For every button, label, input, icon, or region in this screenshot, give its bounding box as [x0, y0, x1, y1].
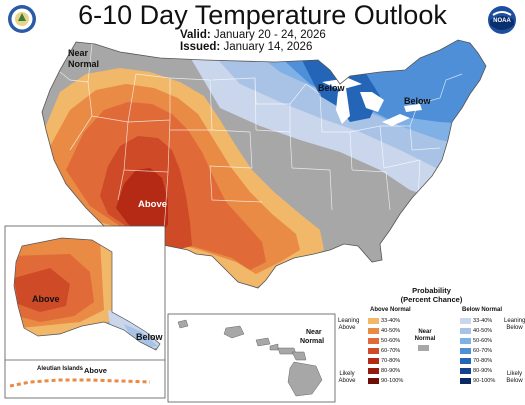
legend-leaning-below: Leaning Below [504, 318, 525, 332]
legend-above-swatch [368, 338, 379, 344]
legend-below-swatch [460, 328, 471, 334]
aleutian-chain [9, 378, 151, 388]
valid-value: January 20 - 24, 2026 [213, 29, 326, 41]
alaska-outline [13, 237, 161, 351]
legend-above-swatch [368, 368, 379, 374]
legend-near-normal-swatch [418, 345, 429, 351]
legend-below-swatch [460, 318, 471, 324]
legend-above-swatch [368, 378, 379, 384]
legend-below-range-label: 90-100% [473, 378, 496, 384]
legend-below-swatch [460, 378, 471, 384]
issued-value: January 14, 2026 [223, 41, 313, 53]
hawaii-near-normal-line2: Normal [300, 338, 324, 345]
legend-title-line1: Probability [412, 286, 451, 295]
alaska-shading [14, 238, 160, 350]
likely-above-line1: Likely [339, 371, 355, 377]
near-header-line1: Near [418, 329, 432, 335]
legend-below-range-label: 40-50% [473, 328, 493, 334]
legend-above-range-label: 60-70% [381, 348, 401, 354]
legend-likely-above: Likely Above [338, 371, 356, 385]
noaa-logo-icon: NOAA [488, 6, 516, 34]
legend-above-swatch [368, 348, 379, 354]
legend-below-range-label: 50-60% [473, 338, 493, 344]
leaning-above-line2: Above [338, 325, 356, 331]
legend-above-swatch [368, 328, 379, 334]
alaska-above-label: Above [32, 294, 60, 304]
valid-label: Valid: [180, 29, 211, 41]
legend-above-range-label: 90-100% [381, 378, 404, 384]
legend-below-swatch [460, 368, 471, 374]
likely-below-line2: Below [506, 378, 523, 384]
alaska-below-label: Below [136, 332, 164, 342]
below-great-lakes-label: Below [318, 83, 346, 93]
near-normal-label-line2: Normal [68, 59, 99, 69]
legend-title-line2: (Percent Chance) [400, 294, 463, 304]
leaning-below-line1: Leaning [504, 318, 525, 324]
issued-label: Issued: [180, 41, 221, 53]
usda-seal-icon [8, 5, 36, 33]
legend-above-range-label: 40-50% [381, 328, 401, 334]
page-title: 6-10 Day Temperature Outlook [78, 0, 447, 30]
legend-below-swatch [460, 348, 471, 354]
legend-near-normal-header: Near Normal [412, 329, 438, 343]
near-header-line2: Normal [414, 336, 436, 342]
legend-below-header: Below Normal [462, 307, 503, 313]
hawaii-islands [177, 319, 323, 397]
legend-below-range-label: 33-40% [473, 318, 493, 324]
legend-above-swatch [368, 358, 379, 364]
state-borders [59, 43, 463, 233]
legend-leaning-above: Leaning Above [338, 318, 360, 332]
leaning-below-line2: Below [506, 325, 523, 331]
legend-title: Probability (Percent Chance) [338, 286, 525, 304]
legend-below-swatch [460, 358, 471, 364]
likely-above-line2: Above [338, 378, 356, 384]
issued-date: Issued: January 14, 2026 [180, 41, 312, 53]
noaa-logo-text: NOAA [493, 18, 511, 24]
hawaii-near-normal-line1: Near [306, 329, 322, 336]
probability-legend: Probability (Percent Chance) Above Norma… [338, 286, 525, 405]
legend-above-header: Above Normal [370, 307, 411, 313]
legend-above-range-label: 80-90% [381, 368, 401, 374]
above-southwest-label: Above [138, 199, 167, 210]
aleutian-label: Aleutian Islands [37, 366, 84, 372]
valid-dates: Valid: January 20 - 24, 2026 [180, 29, 326, 41]
near-normal-label-line1: Near [68, 48, 89, 58]
leaning-above-line1: Leaning [338, 318, 360, 324]
legend-below-range-label: 80-90% [473, 368, 493, 374]
legend-likely-below: Likely Below [504, 371, 525, 385]
legend-below-range-label: 70-80% [473, 358, 493, 364]
below-northeast-label: Below [404, 96, 432, 106]
legend-above-range-label: 50-60% [381, 338, 401, 344]
legend-above-range-label: 70-80% [381, 358, 401, 364]
legend-above-range-label: 33-40% [381, 318, 401, 324]
legend-above-swatch [368, 318, 379, 324]
legend-below-range-label: 60-70% [473, 348, 493, 354]
aleutian-above-label: Above [84, 366, 107, 375]
legend-below-swatch [460, 338, 471, 344]
likely-below-line1: Likely [506, 371, 523, 377]
